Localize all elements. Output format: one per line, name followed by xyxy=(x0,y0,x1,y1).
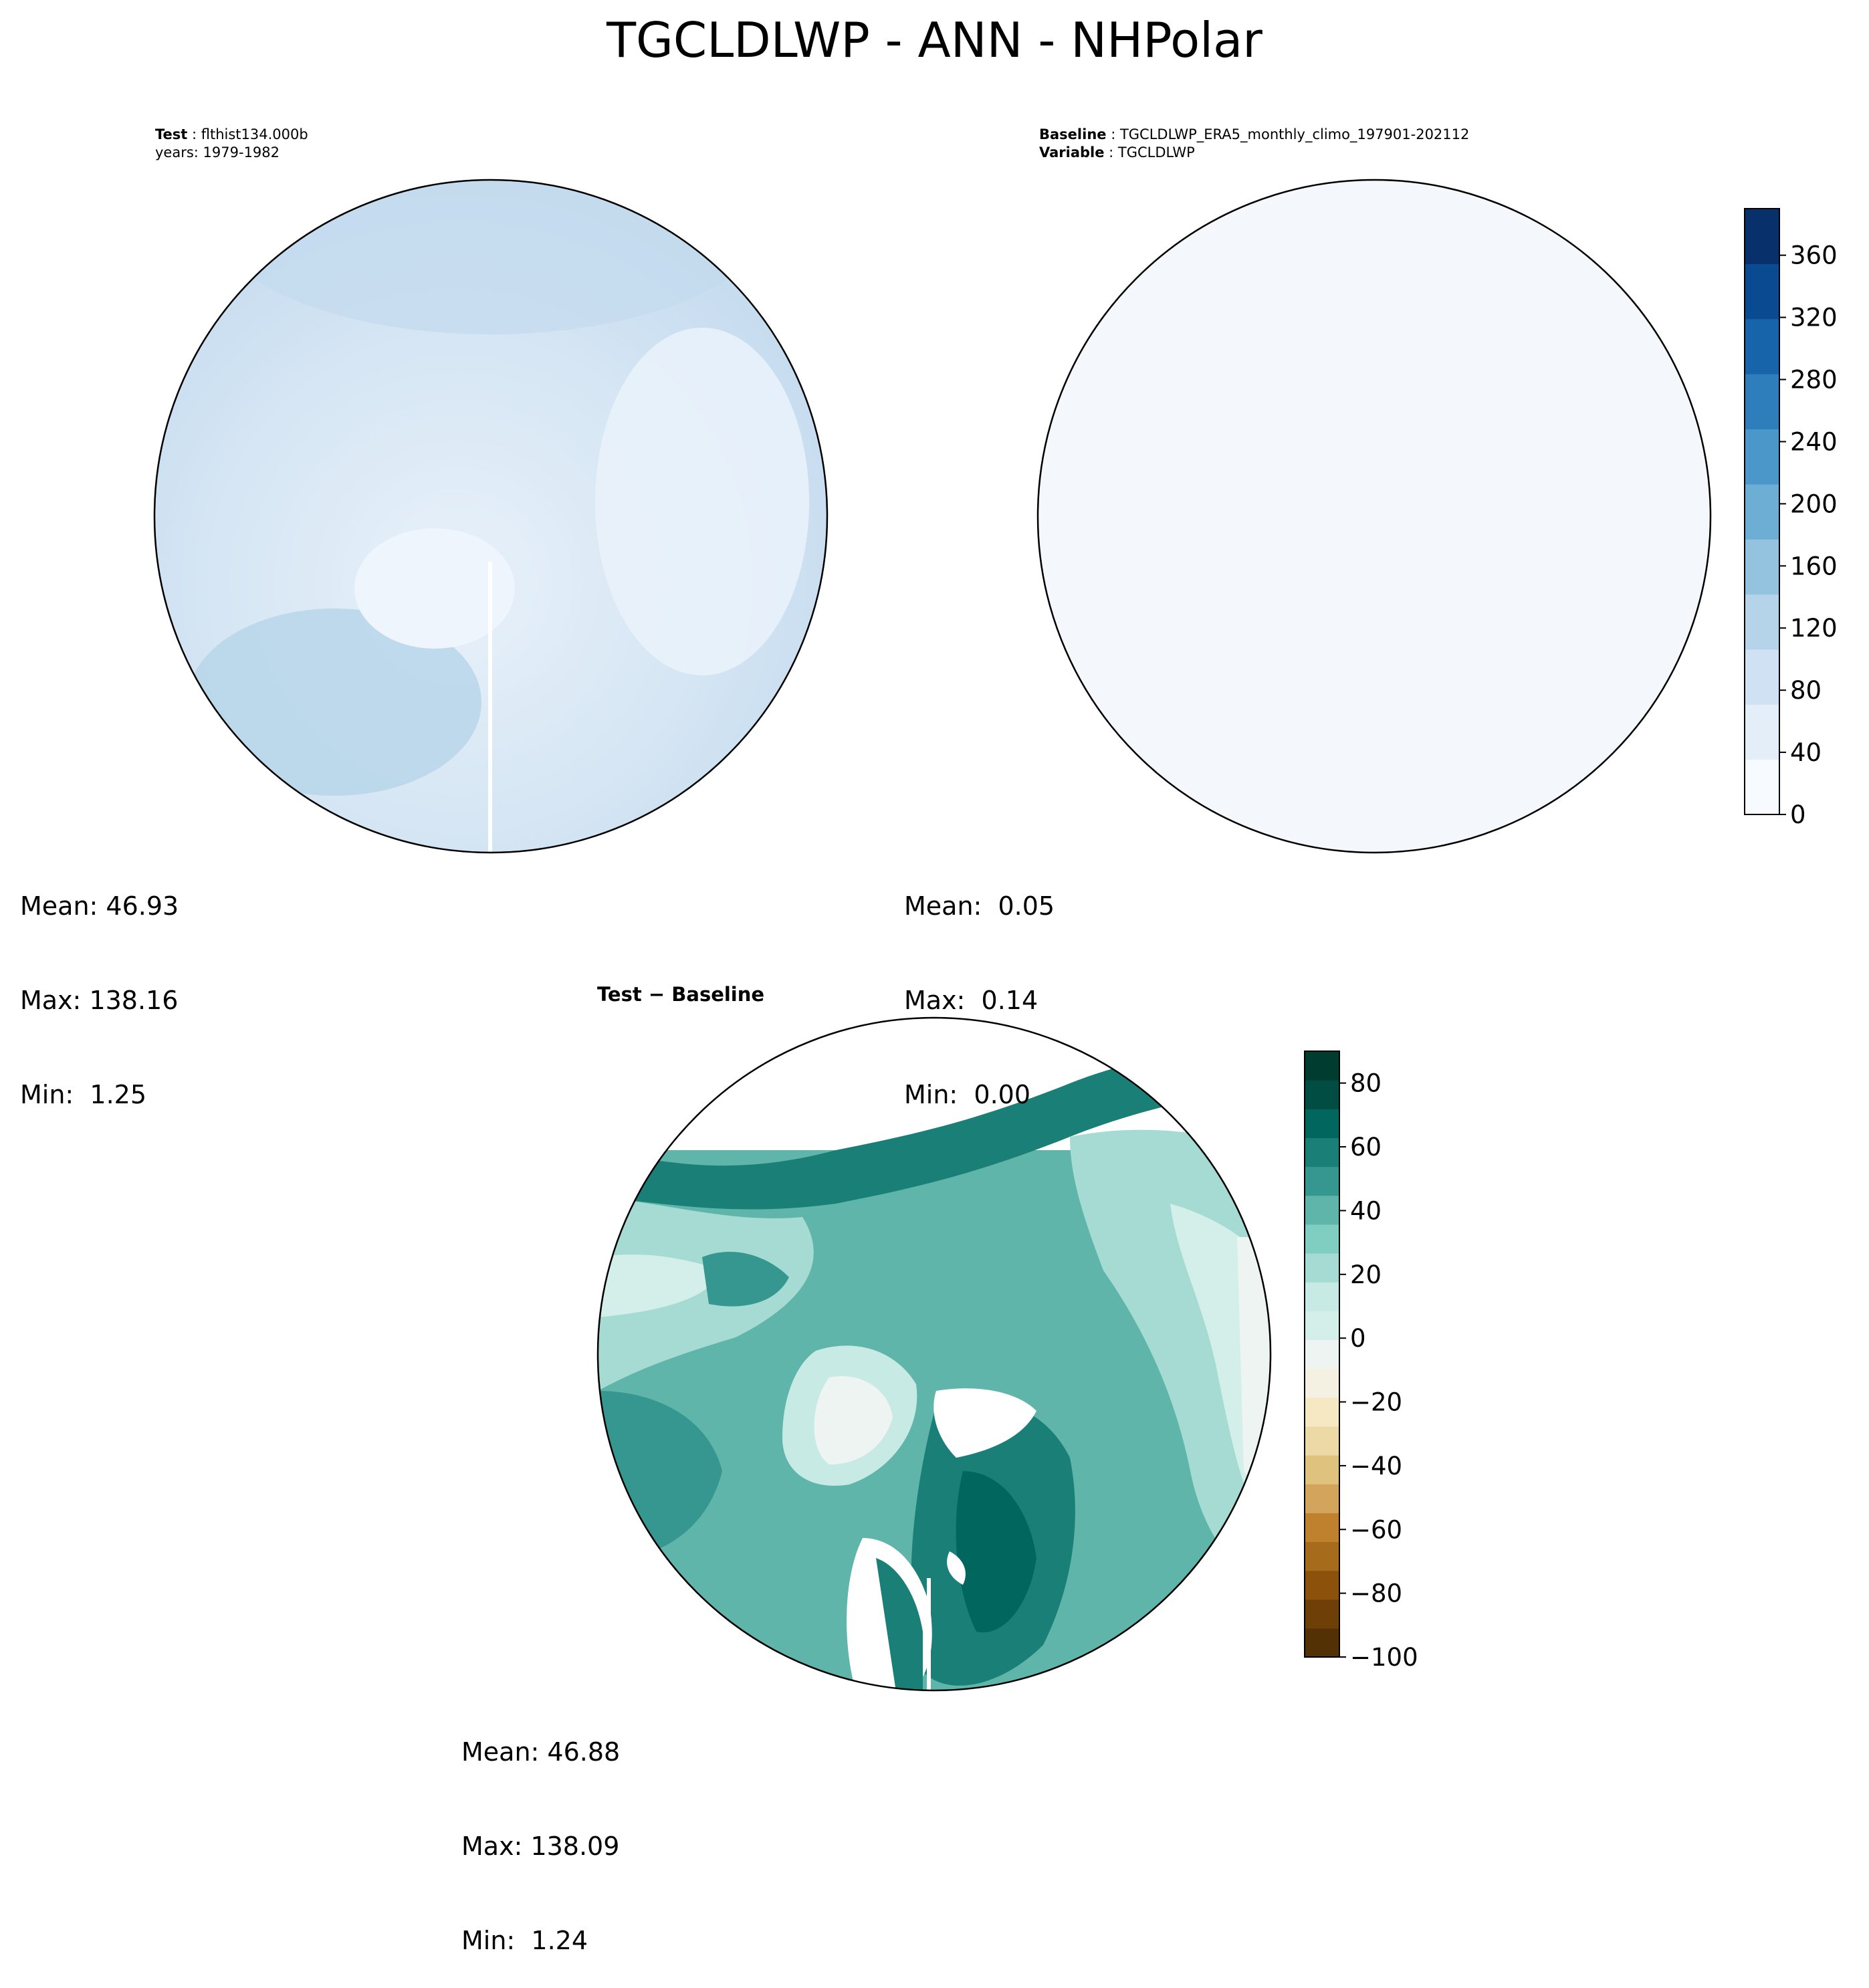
test-stats: Mean: 46.93 Max: 138.16 Min: 1.25 xyxy=(20,828,179,1142)
diff-colorbar-segment xyxy=(1305,1368,1339,1398)
field-colorbar-segment xyxy=(1745,759,1779,815)
diff-title-baseline: Baseline xyxy=(671,983,765,1006)
diff-colorbar-segment xyxy=(1305,1166,1339,1196)
field-colorbar-tick-label: 80 xyxy=(1790,676,1822,705)
field-colorbar-tick-label: 360 xyxy=(1790,241,1838,270)
test-subtitle: Test : flthist134.000b years: 1979-1982 xyxy=(155,126,308,160)
diff-colorbar-segment xyxy=(1305,1397,1339,1427)
difference-min: Min: 1.24 xyxy=(461,1926,588,1955)
diff-colorbar-tick-label: −100 xyxy=(1350,1643,1418,1672)
test-mean: Mean: 46.93 xyxy=(20,891,179,921)
field-colorbar-segment xyxy=(1745,704,1779,760)
diff-colorbar-tick-label: 40 xyxy=(1350,1196,1382,1225)
figure-title: TGCLDLWP - ANN - NHPolar xyxy=(607,12,1262,68)
diff-colorbar-segment xyxy=(1305,1137,1339,1168)
diff-colorbar-frame xyxy=(1304,1051,1340,1658)
baseline-label-value: TGCLDLWP_ERA5_monthly_climo_197901-20211… xyxy=(1119,126,1470,142)
baseline-mean: Mean: 0.05 xyxy=(904,891,1055,921)
variable-label-key: Variable xyxy=(1039,144,1105,160)
field-colorbar-segment xyxy=(1745,374,1779,430)
diff-colorbar-segment xyxy=(1305,1195,1339,1225)
baseline-map xyxy=(1036,179,1712,854)
field-colorbar-segment xyxy=(1745,594,1779,650)
field-colorbar-tick-label: 320 xyxy=(1790,304,1838,332)
diff-colorbar-segment xyxy=(1305,1570,1339,1600)
difference-map-boundary xyxy=(596,1016,1272,1692)
diff-title-test: Test xyxy=(597,983,642,1006)
diff-colorbar-segment xyxy=(1305,1311,1339,1341)
field-colorbar-segment xyxy=(1745,483,1779,540)
variable-label-value: TGCLDLWP xyxy=(1117,144,1195,160)
field-colorbar-tick-label: 120 xyxy=(1790,614,1838,643)
test-map xyxy=(153,179,829,859)
diff-colorbar-tick-label: 20 xyxy=(1350,1260,1382,1289)
diff-colorbar-segment xyxy=(1305,1484,1339,1513)
diff-colorbar-segment xyxy=(1305,1455,1339,1484)
difference-title: Test − Baseline xyxy=(597,983,764,1006)
field-colorbar-tick-label: 160 xyxy=(1790,552,1838,580)
diff-title-sep: − xyxy=(648,983,665,1006)
diff-colorbar-segment xyxy=(1305,1339,1339,1369)
test-years: years: 1979-1982 xyxy=(155,144,280,160)
diff-colorbar-segment xyxy=(1305,1224,1339,1254)
field-colorbar-segment xyxy=(1745,318,1779,374)
diff-colorbar-tick-label: −20 xyxy=(1350,1388,1402,1417)
diff-colorbar-segment xyxy=(1305,1628,1339,1658)
baseline-stats: Mean: 0.05 Max: 0.14 Min: 0.00 xyxy=(904,828,1055,1142)
field-colorbar-segment xyxy=(1745,539,1779,595)
field-colorbar-frame xyxy=(1744,208,1780,815)
baseline-max: Max: 0.14 xyxy=(904,986,1038,1015)
field-colorbar-tick-label: 240 xyxy=(1790,427,1838,456)
field-colorbar: 0 40 80 120 160 200 240 280 320 360 xyxy=(1744,208,1838,829)
diff-colorbar-segment xyxy=(1305,1541,1339,1571)
field-colorbar-tick-label: 0 xyxy=(1790,800,1806,829)
test-max: Max: 138.16 xyxy=(20,986,179,1015)
diff-colorbar-segment xyxy=(1305,1109,1339,1139)
diff-colorbar-segment xyxy=(1305,1426,1339,1456)
baseline-min: Min: 0.00 xyxy=(904,1080,1030,1109)
difference-mean: Mean: 46.88 xyxy=(461,1737,621,1767)
diff-colorbar-tick-label: 60 xyxy=(1350,1133,1382,1162)
diff-colorbar-segment xyxy=(1305,1513,1339,1543)
diff-colorbar-segment xyxy=(1305,1253,1339,1283)
baseline-map-boundary xyxy=(1036,179,1712,854)
field-colorbar-tick-label: 200 xyxy=(1790,489,1838,518)
test-map-boundary xyxy=(153,179,829,854)
field-colorbar-tick-label: 40 xyxy=(1790,738,1822,767)
diff-colorbar-tick-label: 0 xyxy=(1350,1324,1366,1353)
diff-colorbar-segment xyxy=(1305,1080,1339,1109)
diff-colorbar-tick-label: −80 xyxy=(1350,1579,1402,1608)
field-colorbar-segment xyxy=(1745,209,1779,264)
difference-max: Max: 138.09 xyxy=(461,1832,620,1861)
test-label-value: flthist134.000b xyxy=(201,126,308,142)
test-label-key: Test xyxy=(155,126,188,142)
diff-colorbar-tick-label: −40 xyxy=(1350,1452,1402,1480)
difference-stats: Mean: 46.88 Max: 138.09 Min: 1.24 xyxy=(461,1674,620,1988)
field-colorbar-segment xyxy=(1745,649,1779,705)
diff-colorbar-segment xyxy=(1305,1599,1339,1629)
diff-colorbar: −100 −80 −60 −40 −20 0 20 40 60 80 xyxy=(1304,1051,1418,1672)
baseline-subtitle: Baseline : TGCLDLWP_ERA5_monthly_climo_1… xyxy=(1039,126,1470,160)
field-colorbar-tick-label: 280 xyxy=(1790,366,1838,395)
diff-colorbar-segment xyxy=(1305,1282,1339,1311)
test-min: Min: 1.25 xyxy=(20,1080,146,1109)
field-colorbar-segment xyxy=(1745,429,1779,485)
field-colorbar-segment xyxy=(1745,263,1779,320)
diff-colorbar-tick-label: −60 xyxy=(1350,1515,1402,1544)
diff-colorbar-segment xyxy=(1305,1051,1339,1081)
baseline-label-key: Baseline xyxy=(1039,126,1107,142)
diff-colorbar-tick-label: 80 xyxy=(1350,1069,1382,1098)
